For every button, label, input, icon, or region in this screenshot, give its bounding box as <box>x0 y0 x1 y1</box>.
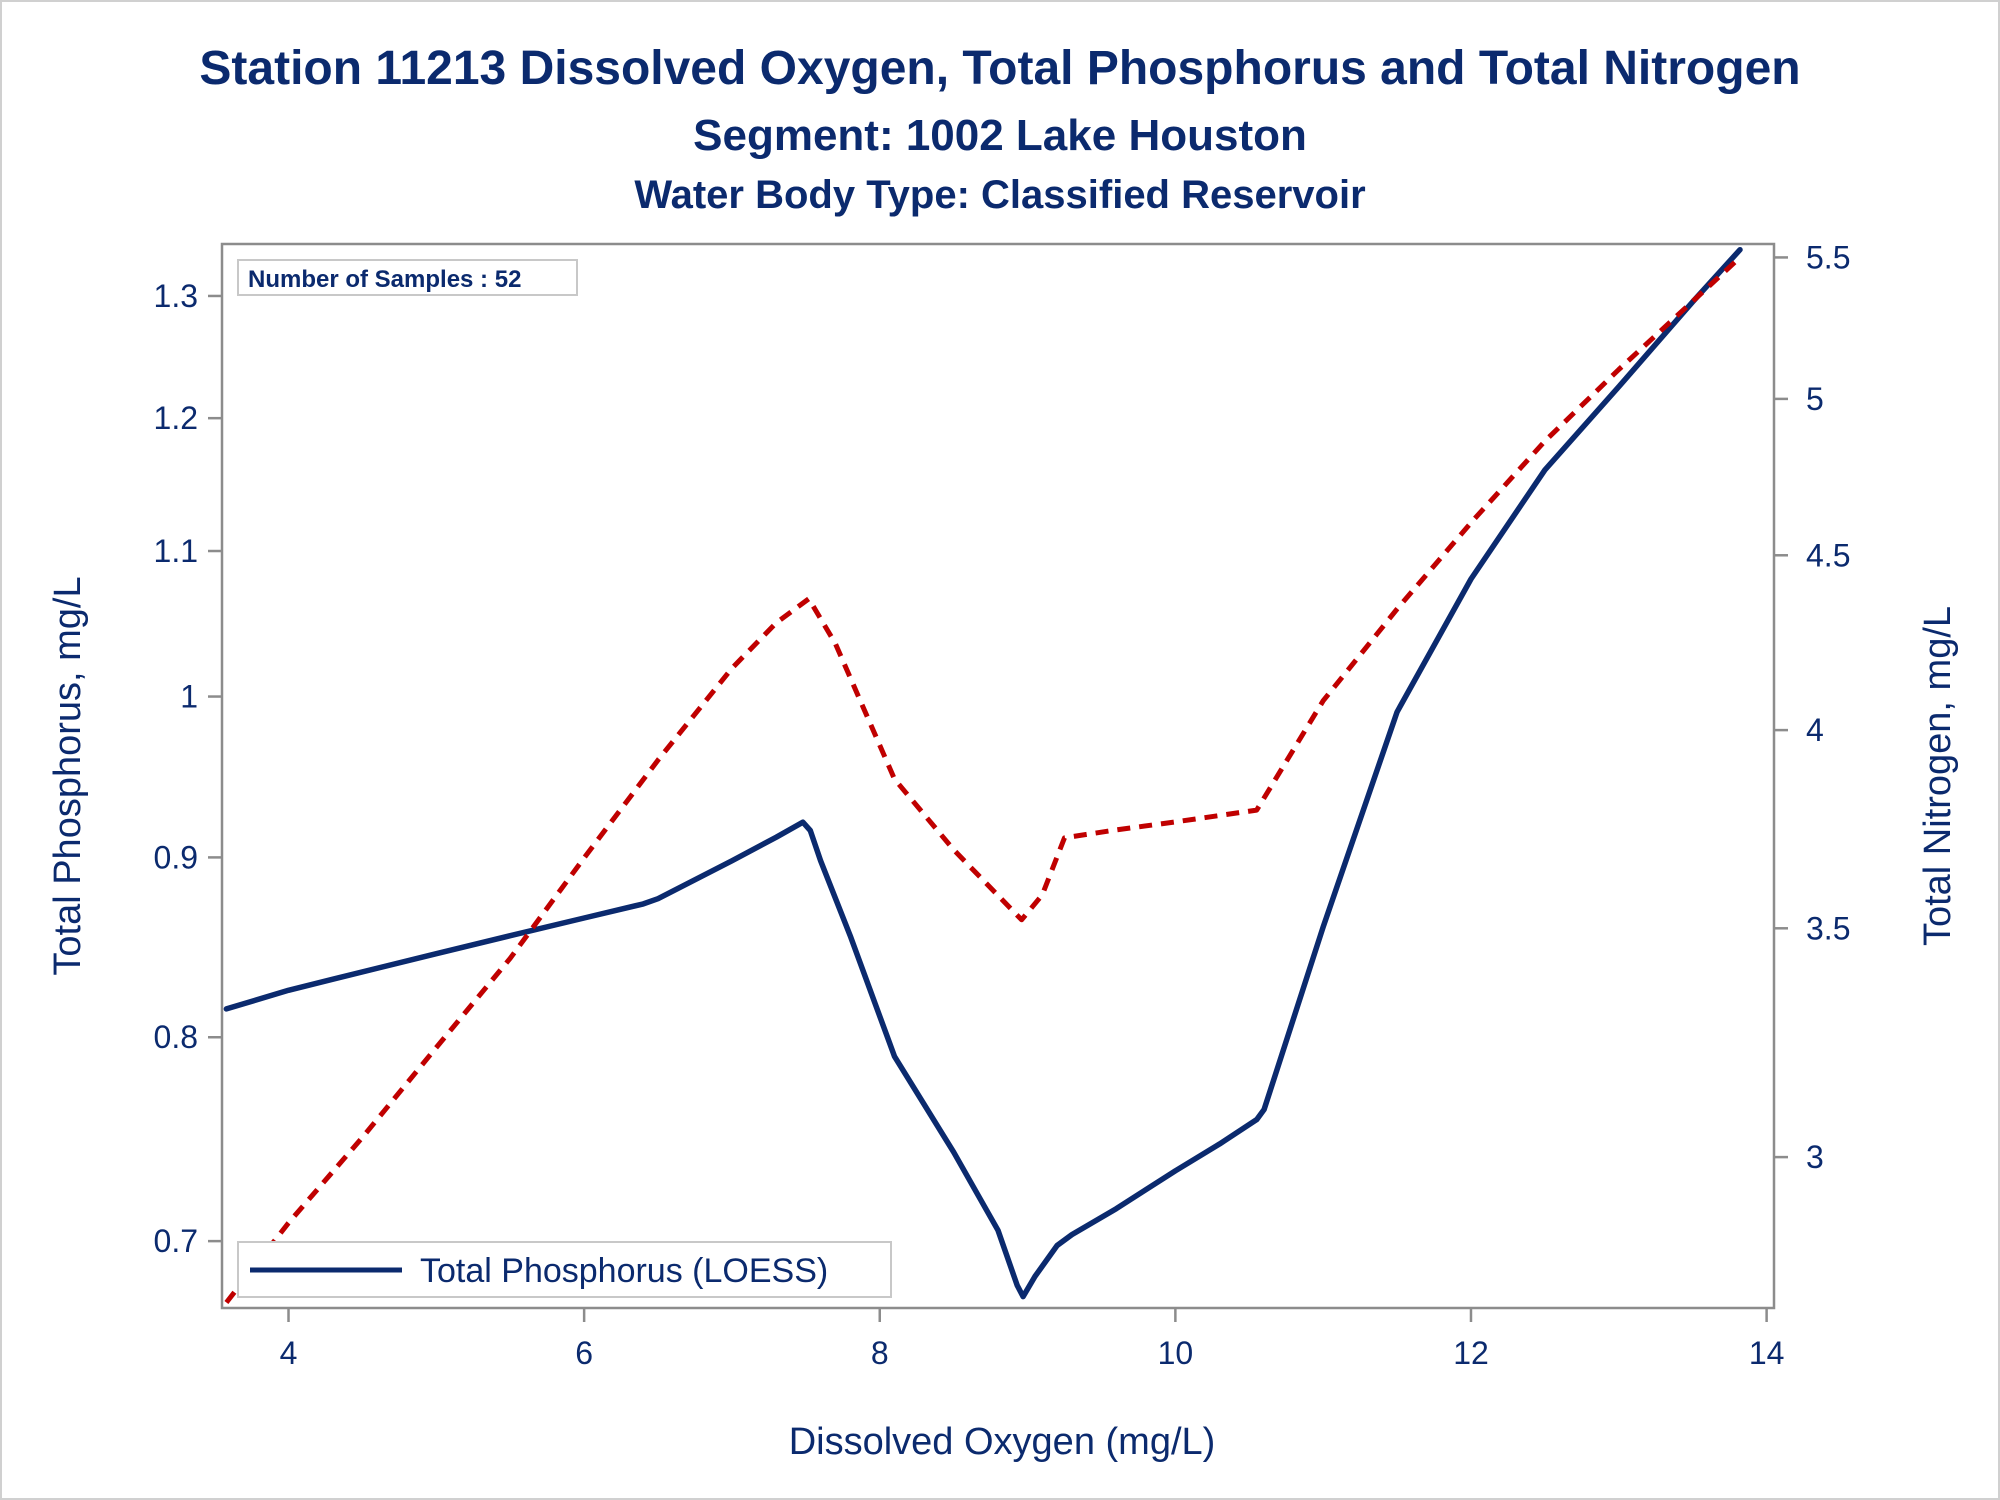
x-axis-label: Dissolved Oxygen (mg/L) <box>789 1421 1216 1463</box>
y2-tick-label: 4.5 <box>1806 537 1850 573</box>
total-phosphorus-line <box>223 246 1743 1300</box>
y2-tick-label: 4 <box>1806 712 1824 748</box>
x-tick-label: 8 <box>871 1335 889 1371</box>
x-tick-label: 14 <box>1749 1335 1785 1371</box>
x-axis: 4 6 8 10 12 14 <box>280 1308 1785 1371</box>
annotation-box <box>237 259 578 296</box>
y-tick-label: 1 <box>180 679 198 715</box>
y-tick-label: 1.1 <box>154 533 198 569</box>
legend-label: Total Phosphorus (LOESS) <box>420 1252 828 1290</box>
y2-tick-label: 3.5 <box>1806 910 1850 946</box>
y-tick-label: 0.8 <box>154 1019 198 1055</box>
y-tick-label: 0.7 <box>154 1223 198 1259</box>
plot-area <box>220 242 1776 1310</box>
y-axis-right: 3 3.5 4 4.5 5 5.5 <box>1774 239 1850 1175</box>
y-tick-label: 1.2 <box>154 400 198 436</box>
sample-count-annotation: Number of Samples : 52 <box>237 259 578 296</box>
y2-tick-label: 5 <box>1806 381 1824 417</box>
series-layer <box>223 246 1743 1305</box>
y-tick-label: 0.9 <box>154 839 198 875</box>
y-tick-label: 1.3 <box>154 278 198 314</box>
y-axis-left: 0.7 0.8 0.9 1 1.1 1.2 1.3 <box>154 278 222 1259</box>
chart-subtitle-2: Water Body Type: Classified Reservoir <box>634 173 1365 217</box>
legend: Total Phosphorus (LOESS) <box>237 1241 892 1298</box>
x-tick-label: 6 <box>575 1335 593 1371</box>
x-tick-label: 10 <box>1158 1335 1194 1371</box>
y2-tick-label: 5.5 <box>1806 239 1850 275</box>
x-tick-label: 12 <box>1453 1335 1489 1371</box>
y2-tick-label: 3 <box>1806 1139 1824 1175</box>
chart-title: Station 11213 Dissolved Oxygen, Total Ph… <box>199 42 1800 95</box>
annotation-text: Number of Samples : 52 <box>248 266 521 293</box>
x-tick-label: 4 <box>280 1335 298 1371</box>
total-nitrogen-line <box>224 255 1742 1305</box>
y-axis-label-right: Total Nitrogen, mg/L <box>1917 606 1959 946</box>
chart-subtitle: Segment: 1002 Lake Houston <box>693 111 1307 160</box>
y-axis-label-left: Total Phosphorus, mg/L <box>47 576 89 975</box>
